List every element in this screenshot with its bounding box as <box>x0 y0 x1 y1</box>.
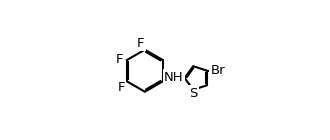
Text: S: S <box>189 87 197 100</box>
Text: F: F <box>137 37 145 50</box>
Text: NH: NH <box>164 71 184 84</box>
Text: Br: Br <box>210 64 225 77</box>
Text: F: F <box>116 53 123 66</box>
Text: F: F <box>117 81 125 94</box>
